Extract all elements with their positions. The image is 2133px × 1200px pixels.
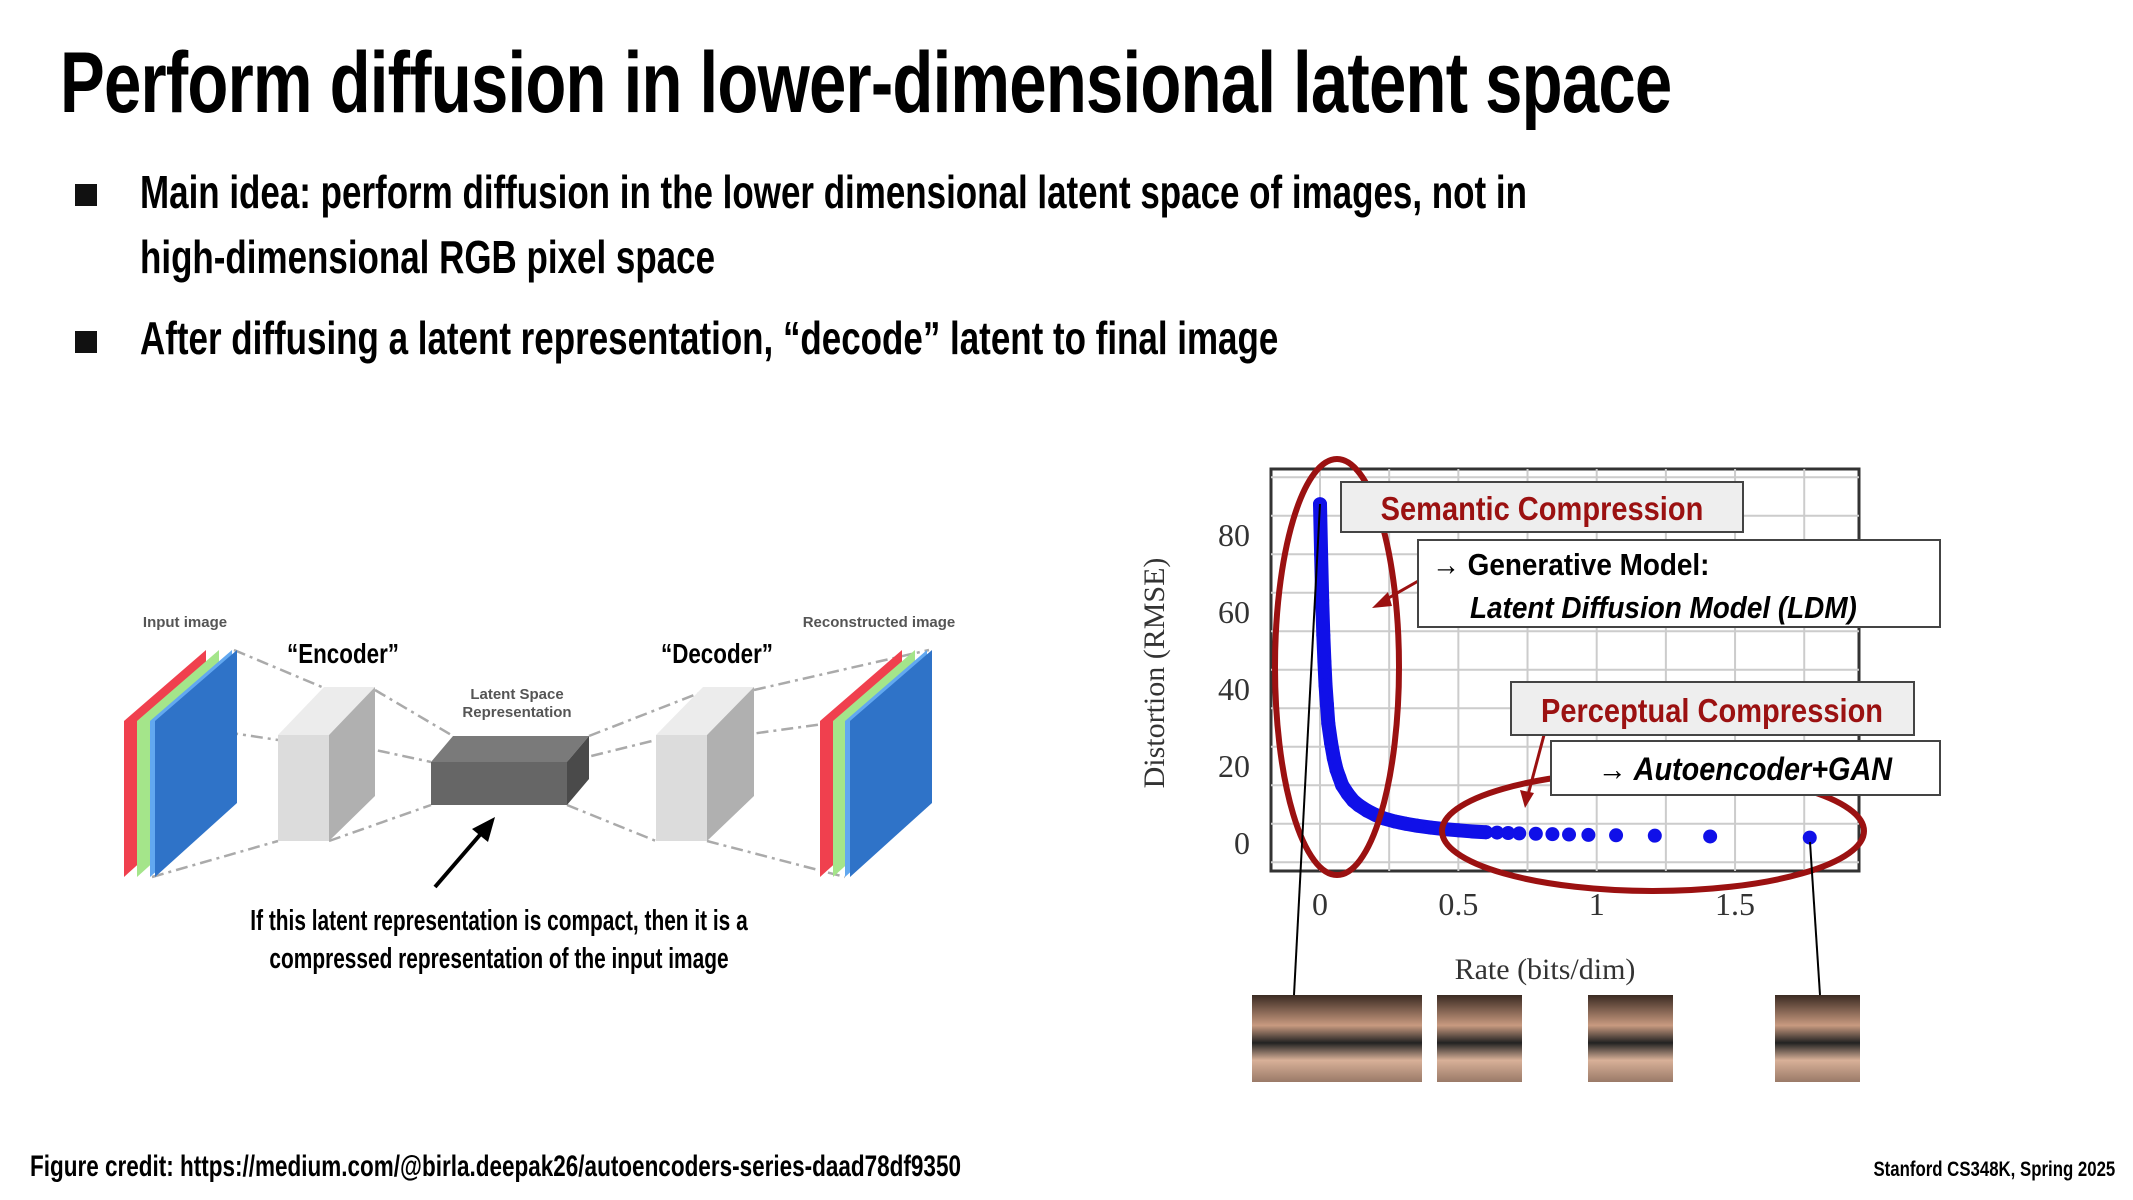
slide-title: Perform diffusion in lower-dimensional l… bbox=[60, 35, 1672, 131]
data-point bbox=[1398, 816, 1413, 831]
data-point bbox=[1647, 828, 1662, 843]
data-point bbox=[1316, 628, 1331, 643]
generative-model-box bbox=[1417, 539, 1941, 628]
y-tick-label: 20 bbox=[1218, 748, 1250, 784]
autoencoder-gan-box bbox=[1550, 740, 1941, 796]
y-tick-label: 40 bbox=[1218, 671, 1250, 707]
face-thumbnail bbox=[1775, 995, 1860, 1082]
data-point bbox=[1409, 818, 1424, 833]
course-label: Stanford CS348K, Spring 2025 bbox=[1873, 1158, 2115, 1181]
data-point bbox=[1490, 825, 1505, 840]
y-tick-label: 0 bbox=[1234, 825, 1250, 861]
data-point bbox=[1528, 826, 1543, 841]
data-point bbox=[1581, 827, 1596, 842]
y-tick-label: 80 bbox=[1218, 517, 1250, 553]
semantic-compression-label: Semantic Compression bbox=[1381, 490, 1704, 527]
encoder-label: “Encoder” bbox=[287, 639, 399, 670]
data-point bbox=[1451, 823, 1466, 838]
generative-model-label: → Generative Model: bbox=[1432, 548, 1709, 583]
latent-label-line-2: Representation bbox=[462, 704, 571, 721]
face-thumbnail bbox=[1588, 995, 1673, 1082]
input-image-planes bbox=[124, 650, 237, 877]
bullet-1-line-1: Main idea: perform diffusion in the lowe… bbox=[140, 166, 1527, 218]
data-point bbox=[1317, 655, 1332, 670]
semantic-arrow-icon bbox=[1372, 578, 1421, 608]
caption-line-1: If this latent representation is compact… bbox=[250, 905, 748, 937]
bullet-1-line-2: high-dimensional RGB pixel space bbox=[140, 231, 716, 283]
data-point bbox=[1512, 826, 1527, 841]
data-point bbox=[1315, 593, 1330, 608]
autoencoder-gan-label: → Autoencoder+GAN bbox=[1598, 752, 1893, 788]
latent-block bbox=[431, 736, 589, 805]
caption-line-2: compressed representation of the input i… bbox=[269, 943, 728, 975]
data-point bbox=[1326, 751, 1341, 766]
data-point bbox=[1479, 825, 1494, 840]
perceptual-compression-box bbox=[1510, 681, 1915, 736]
perceptual-arrow-icon bbox=[1520, 734, 1546, 808]
x-tick-label: 0 bbox=[1312, 886, 1328, 922]
latent-label-line-1: Latent Space bbox=[470, 686, 563, 703]
decoder-block bbox=[656, 687, 754, 841]
data-point bbox=[1545, 827, 1560, 842]
x-tick-label: 1.5 bbox=[1715, 886, 1755, 922]
x-tick-label: 1 bbox=[1589, 886, 1605, 922]
bullet-square-icon bbox=[75, 184, 97, 206]
ticks: 0 0.5 1 1.5 0 20 40 60 80 bbox=[1218, 517, 1755, 922]
ldm-label: Latent Diffusion Model (LDM) bbox=[1470, 591, 1857, 626]
semantic-ellipse bbox=[1272, 456, 1402, 878]
connector-line bbox=[1809, 841, 1821, 996]
bullet-2-line-1: After diffusing a latent representation,… bbox=[140, 312, 1279, 364]
face-thumbnail bbox=[1437, 995, 1522, 1082]
arrow-icon bbox=[433, 817, 495, 889]
data-point bbox=[1802, 830, 1817, 845]
data-point bbox=[1562, 827, 1577, 842]
face-thumbnail bbox=[1337, 995, 1422, 1082]
bullet-square-icon bbox=[75, 331, 97, 353]
connector-line bbox=[1293, 503, 1321, 996]
data-point bbox=[1321, 716, 1336, 731]
perceptual-compression-label: Perceptual Compression bbox=[1541, 692, 1883, 729]
data-point bbox=[1318, 678, 1333, 693]
x-tick-label: 0.5 bbox=[1438, 886, 1478, 922]
data-point bbox=[1319, 697, 1334, 712]
reconstructed-image-planes bbox=[820, 650, 932, 877]
data-point bbox=[1609, 828, 1624, 843]
semantic-compression-box bbox=[1340, 481, 1744, 533]
reconstructed-image-label: Reconstructed image bbox=[803, 614, 956, 631]
input-image-label: Input image bbox=[143, 614, 227, 631]
figure-credit: Figure credit: https://medium.com/@birla… bbox=[30, 1150, 961, 1183]
y-tick-label: 60 bbox=[1218, 594, 1250, 630]
y-axis-label: Distortion (RMSE) bbox=[1138, 558, 1171, 789]
x-axis-label: Rate (bits/dim) bbox=[1455, 953, 1636, 986]
data-point bbox=[1703, 829, 1718, 844]
rate-distortion-chart: 0 0.5 1 1.5 0 20 40 60 80 Distortion (RMSE) Rate… bbox=[1138, 456, 1941, 1082]
face-thumbnail bbox=[1252, 995, 1337, 1082]
decoder-label: “Decoder” bbox=[661, 639, 773, 670]
data-point bbox=[1324, 735, 1339, 750]
encoder-block bbox=[278, 687, 375, 841]
autoencoder-diagram: Input image Reconstructed image “Encoder… bbox=[124, 614, 955, 975]
data-point bbox=[1501, 825, 1516, 840]
data-point bbox=[1465, 824, 1480, 839]
data-point bbox=[1387, 814, 1402, 829]
grid bbox=[1271, 469, 1859, 871]
data-point bbox=[1423, 820, 1438, 835]
